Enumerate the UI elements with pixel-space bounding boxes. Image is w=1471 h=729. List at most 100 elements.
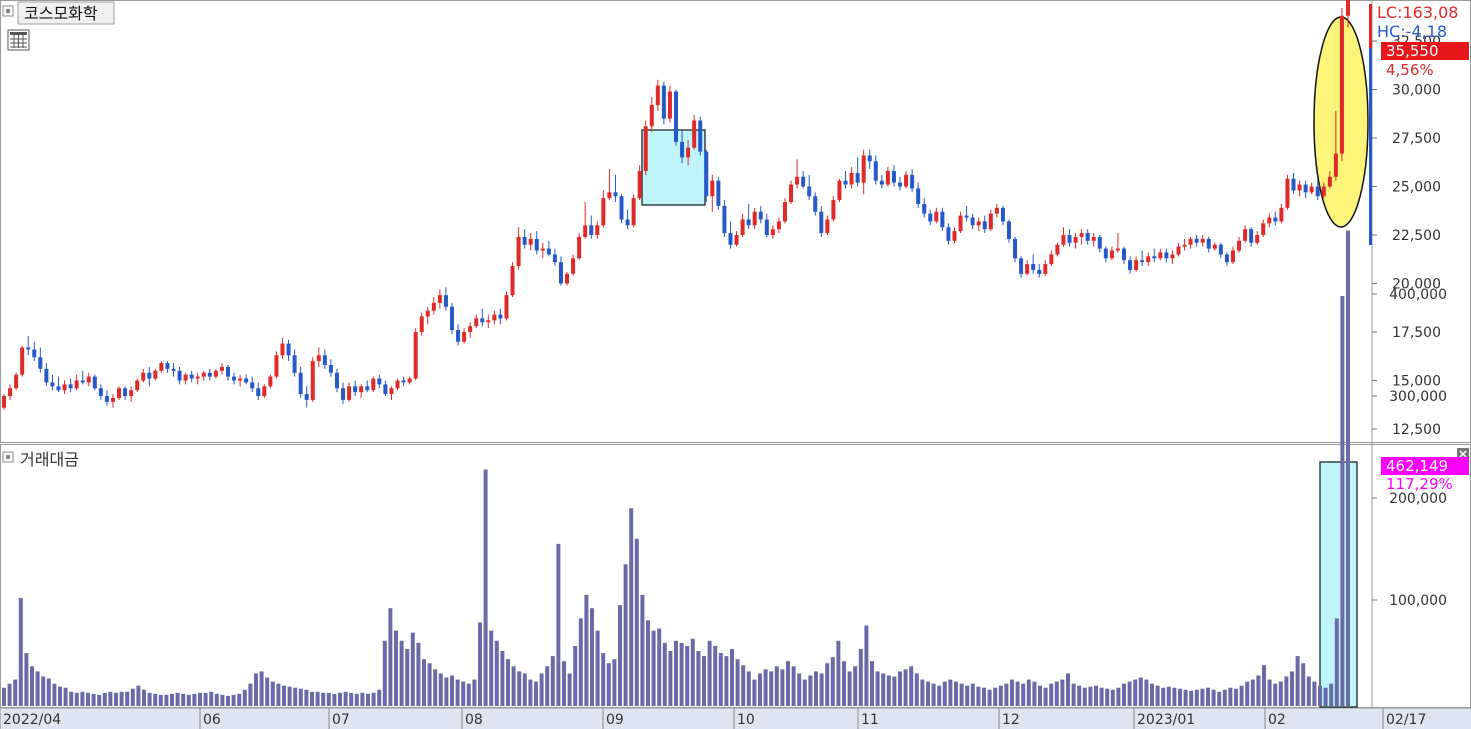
- candle-body: [661, 85, 666, 119]
- candle-body: [316, 355, 321, 362]
- volume-bar: [438, 673, 443, 706]
- candle-body: [1339, 15, 1344, 154]
- volume-bar: [321, 692, 326, 706]
- volume-bar: [892, 676, 897, 706]
- volume-bar: [886, 675, 891, 706]
- volume-bar: [539, 673, 544, 706]
- x-axis-label: 08: [465, 712, 483, 728]
- candle-body: [504, 295, 509, 319]
- candle-body: [571, 258, 576, 274]
- volume-bar: [1049, 683, 1054, 706]
- candle-body: [1327, 176, 1332, 187]
- volume-bar: [1088, 686, 1093, 706]
- volume-panel[interactable]: [0, 444, 1471, 708]
- candle-body: [1170, 254, 1175, 259]
- x-axis-label: 02: [1268, 712, 1286, 728]
- volume-bar: [674, 640, 678, 706]
- volume-bar: [864, 625, 869, 706]
- volume-bar: [1066, 673, 1070, 706]
- volume-bar: [914, 673, 919, 706]
- x-axis-label: 07: [332, 712, 350, 728]
- candle-body: [389, 388, 394, 395]
- volume-bar: [1127, 681, 1132, 706]
- volume-bar: [270, 681, 275, 706]
- candle-body: [831, 200, 836, 220]
- candle-body: [516, 236, 521, 267]
- candle-body: [26, 347, 31, 350]
- candle-body: [353, 386, 358, 393]
- volume-bar: [1099, 687, 1104, 706]
- candle-body: [425, 310, 430, 317]
- volume-bar: [153, 693, 158, 706]
- candle-body: [1243, 229, 1248, 241]
- candle-body: [1085, 233, 1090, 241]
- price-tick-label: 22,500: [1392, 228, 1441, 244]
- candle-body: [861, 155, 866, 183]
- volume-bar: [388, 608, 393, 706]
- price-tick-label: 17,500: [1392, 325, 1441, 341]
- volume-bar: [472, 679, 477, 706]
- volume-bar: [298, 688, 303, 706]
- grid-icon[interactable]: [7, 29, 30, 51]
- candle-body: [1067, 235, 1072, 243]
- volume-bar: [1245, 681, 1250, 706]
- candle-body: [68, 384, 73, 389]
- candle-body: [1000, 207, 1005, 222]
- price-tick-label: 20,000: [1392, 277, 1441, 293]
- volume-bar: [450, 675, 454, 706]
- candle-body: [153, 370, 158, 379]
- volume-bar: [1144, 679, 1149, 706]
- volume-bar: [1217, 691, 1222, 706]
- volume-bar: [74, 692, 79, 706]
- volume-bar: [1262, 665, 1266, 706]
- volume-bar: [758, 673, 762, 706]
- candle-body: [631, 198, 636, 226]
- candle-body: [177, 370, 182, 381]
- volume-bar: [366, 693, 370, 706]
- candle-body: [238, 378, 243, 381]
- candle-body: [1237, 240, 1242, 251]
- volume-bar: [254, 673, 258, 706]
- volume-bar: [545, 666, 550, 706]
- candle-body: [710, 180, 715, 197]
- candle-body: [552, 254, 557, 263]
- candle-body: [994, 207, 999, 214]
- volume-bar: [242, 689, 247, 706]
- volume-bar: [343, 691, 348, 706]
- volume-bar: [522, 673, 527, 706]
- candle-body: [1134, 260, 1139, 270]
- candle-body: [401, 380, 406, 383]
- volume-bar: [114, 692, 118, 706]
- candle-body: [171, 368, 176, 371]
- volume-bar: [382, 640, 387, 706]
- x-axis-label: 12: [1002, 712, 1020, 728]
- volume-bar: [97, 694, 102, 706]
- candle-body: [1218, 244, 1223, 255]
- candle-body: [104, 396, 109, 402]
- volume-bar: [763, 669, 768, 706]
- volume-bar: [1161, 687, 1166, 706]
- volume-bar: [282, 685, 286, 706]
- volume-bar: [1082, 687, 1087, 706]
- candle-body: [988, 213, 993, 230]
- volume-bar: [584, 594, 589, 706]
- candle-body: [928, 213, 933, 222]
- candle-body: [952, 231, 957, 241]
- range-bar-down: [1369, 48, 1372, 245]
- candle-body: [395, 380, 400, 389]
- volume-bar: [1183, 689, 1188, 706]
- candle-body: [292, 355, 297, 373]
- x-axis-label: 09: [606, 712, 624, 728]
- volume-last-value: 462,149: [1386, 457, 1448, 475]
- volume-bar: [1222, 689, 1227, 706]
- candle-body: [135, 380, 140, 391]
- candle-body: [1200, 238, 1205, 243]
- volume-bar: [970, 683, 975, 706]
- volume-bar: [573, 645, 578, 706]
- candle-body: [437, 295, 442, 303]
- price-panel[interactable]: [0, 0, 1471, 443]
- volume-bar: [1256, 675, 1261, 706]
- candle-body: [1061, 235, 1066, 245]
- volume-bar: [814, 671, 818, 706]
- volume-bar: [623, 564, 628, 706]
